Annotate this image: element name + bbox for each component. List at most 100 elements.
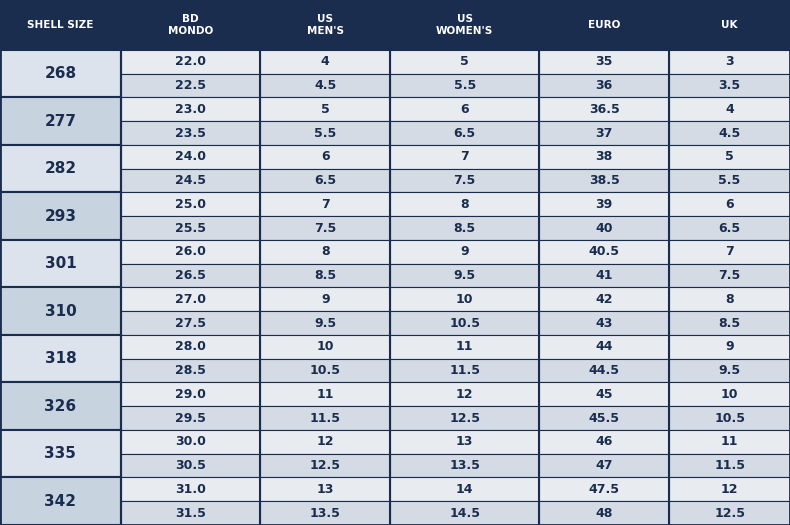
Text: 13: 13 (456, 435, 473, 448)
Text: 43: 43 (596, 317, 613, 330)
Text: 310: 310 (44, 303, 77, 319)
Text: 9: 9 (725, 340, 734, 353)
FancyBboxPatch shape (539, 121, 669, 145)
FancyBboxPatch shape (260, 430, 390, 454)
FancyBboxPatch shape (669, 478, 790, 501)
FancyBboxPatch shape (539, 0, 669, 50)
Text: 22.5: 22.5 (175, 79, 206, 92)
FancyBboxPatch shape (669, 216, 790, 240)
FancyBboxPatch shape (0, 430, 121, 478)
FancyBboxPatch shape (260, 98, 390, 121)
Text: 8.5: 8.5 (719, 317, 741, 330)
Text: 45: 45 (596, 388, 613, 401)
Text: EURO: EURO (588, 20, 620, 30)
Text: 25.0: 25.0 (175, 198, 206, 211)
Text: 27.5: 27.5 (175, 317, 206, 330)
FancyBboxPatch shape (121, 335, 260, 359)
FancyBboxPatch shape (260, 287, 390, 311)
FancyBboxPatch shape (121, 216, 260, 240)
Text: 268: 268 (44, 66, 77, 81)
Text: 8: 8 (725, 293, 734, 306)
FancyBboxPatch shape (260, 382, 390, 406)
FancyBboxPatch shape (669, 406, 790, 430)
Text: 36: 36 (596, 79, 613, 92)
FancyBboxPatch shape (669, 287, 790, 311)
Text: 11: 11 (456, 340, 473, 353)
Text: US
MEN'S: US MEN'S (307, 14, 344, 36)
FancyBboxPatch shape (539, 240, 669, 264)
FancyBboxPatch shape (669, 169, 790, 192)
Text: 39: 39 (596, 198, 613, 211)
Text: 45.5: 45.5 (589, 412, 619, 425)
Text: BD
MONDO: BD MONDO (168, 14, 213, 36)
Text: 9: 9 (321, 293, 329, 306)
Text: 10.5: 10.5 (310, 364, 340, 377)
Text: 13.5: 13.5 (450, 459, 480, 472)
Text: 27.0: 27.0 (175, 293, 206, 306)
Text: 35: 35 (596, 55, 613, 68)
Text: 28.0: 28.0 (175, 340, 206, 353)
Text: 40.5: 40.5 (589, 245, 619, 258)
Text: 5.5: 5.5 (718, 174, 741, 187)
FancyBboxPatch shape (0, 478, 121, 525)
FancyBboxPatch shape (121, 145, 260, 169)
FancyBboxPatch shape (260, 335, 390, 359)
Text: 342: 342 (44, 494, 77, 509)
FancyBboxPatch shape (390, 98, 539, 121)
Text: 5: 5 (725, 150, 734, 163)
Text: 7.5: 7.5 (314, 222, 337, 235)
FancyBboxPatch shape (390, 287, 539, 311)
Text: 4.5: 4.5 (718, 127, 741, 140)
Text: 10: 10 (317, 340, 334, 353)
FancyBboxPatch shape (121, 430, 260, 454)
FancyBboxPatch shape (539, 478, 669, 501)
FancyBboxPatch shape (0, 50, 121, 98)
FancyBboxPatch shape (669, 145, 790, 169)
FancyBboxPatch shape (390, 264, 539, 288)
FancyBboxPatch shape (669, 501, 790, 525)
Text: 3: 3 (725, 55, 734, 68)
Text: 31.0: 31.0 (175, 483, 206, 496)
Text: 24.5: 24.5 (175, 174, 206, 187)
Text: 38: 38 (596, 150, 613, 163)
FancyBboxPatch shape (390, 382, 539, 406)
Text: 11: 11 (720, 435, 739, 448)
FancyBboxPatch shape (260, 311, 390, 335)
FancyBboxPatch shape (260, 240, 390, 264)
FancyBboxPatch shape (390, 335, 539, 359)
FancyBboxPatch shape (539, 335, 669, 359)
FancyBboxPatch shape (669, 311, 790, 335)
FancyBboxPatch shape (121, 287, 260, 311)
FancyBboxPatch shape (0, 240, 121, 288)
Text: 6: 6 (461, 103, 469, 116)
FancyBboxPatch shape (669, 430, 790, 454)
FancyBboxPatch shape (539, 287, 669, 311)
Text: SHELL SIZE: SHELL SIZE (27, 20, 93, 30)
Text: 11.5: 11.5 (714, 459, 745, 472)
FancyBboxPatch shape (539, 192, 669, 216)
FancyBboxPatch shape (260, 0, 390, 50)
Text: 29.5: 29.5 (175, 412, 206, 425)
FancyBboxPatch shape (669, 192, 790, 216)
FancyBboxPatch shape (0, 287, 121, 335)
Text: 13: 13 (317, 483, 334, 496)
FancyBboxPatch shape (121, 359, 260, 382)
Text: 6: 6 (321, 150, 329, 163)
FancyBboxPatch shape (121, 121, 260, 145)
Text: 4.5: 4.5 (314, 79, 337, 92)
Text: 8.5: 8.5 (314, 269, 337, 282)
FancyBboxPatch shape (669, 121, 790, 145)
Text: 24.0: 24.0 (175, 150, 206, 163)
Text: UK: UK (721, 20, 738, 30)
Text: 36.5: 36.5 (589, 103, 619, 116)
FancyBboxPatch shape (669, 382, 790, 406)
FancyBboxPatch shape (669, 74, 790, 98)
Text: 293: 293 (44, 208, 77, 224)
FancyBboxPatch shape (539, 50, 669, 74)
FancyBboxPatch shape (260, 121, 390, 145)
Text: 12.5: 12.5 (450, 412, 480, 425)
Text: 12.5: 12.5 (310, 459, 340, 472)
FancyBboxPatch shape (390, 74, 539, 98)
FancyBboxPatch shape (390, 478, 539, 501)
FancyBboxPatch shape (539, 169, 669, 192)
